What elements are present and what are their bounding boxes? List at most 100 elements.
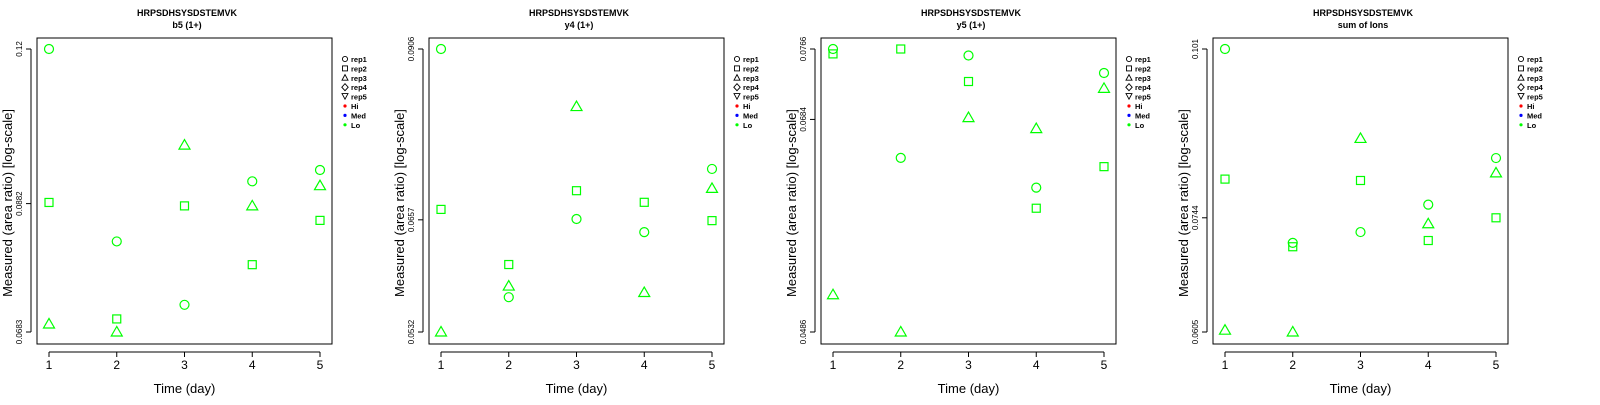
data-point-rep1 xyxy=(1490,152,1502,164)
legend-label: rep3 xyxy=(1527,74,1543,83)
data-point-rep3 xyxy=(1421,217,1435,229)
data-point-rep1 xyxy=(1098,67,1110,79)
legend-dot-hi xyxy=(1127,104,1131,108)
legend-label: rep4 xyxy=(1135,83,1152,92)
x-tick-label: 4 xyxy=(249,358,256,372)
legend-dot-med xyxy=(735,113,739,117)
plot-area xyxy=(1212,37,1509,345)
data-point-rep3 xyxy=(1489,166,1503,178)
legend-label: rep3 xyxy=(351,74,367,83)
legend-label: rep2 xyxy=(1527,64,1543,73)
x-tick-label: 2 xyxy=(897,358,904,372)
x-tick-label: 3 xyxy=(573,358,580,372)
legend-label: Med xyxy=(743,111,758,120)
legend-label: rep2 xyxy=(1135,64,1151,73)
series-rep1 xyxy=(1219,43,1502,248)
legend-label: Lo xyxy=(1135,121,1145,130)
legend-label: Hi xyxy=(351,102,359,111)
x-tick-label: 3 xyxy=(1357,358,1364,372)
legend-label: rep5 xyxy=(1527,93,1543,102)
data-point-rep3 xyxy=(1353,131,1368,144)
legend-label: rep4 xyxy=(351,83,368,92)
y-axis-label: Measured (area ratio) [log-scale] xyxy=(392,109,407,297)
legend-label: rep5 xyxy=(351,93,367,102)
series-rep2 xyxy=(44,197,325,324)
x-tick-label: 3 xyxy=(181,358,188,372)
x-tick-label: 5 xyxy=(317,358,324,372)
data-point-rep2 xyxy=(247,260,257,270)
data-point-rep1 xyxy=(827,43,839,55)
data-point-rep2 xyxy=(179,201,190,211)
legend-symbol-diamond xyxy=(341,83,349,92)
y-tick-label: 0.0684 xyxy=(799,107,808,132)
y-tick-label: 0.0683 xyxy=(15,319,24,344)
data-point-rep3 xyxy=(705,181,719,194)
y-tick-label: 0.101 xyxy=(1191,38,1200,59)
legend-label: Hi xyxy=(1527,102,1535,111)
legend-label: Med xyxy=(1135,111,1150,120)
legend-label: Lo xyxy=(351,121,361,130)
data-point-rep3 xyxy=(245,199,259,211)
data-point-rep2 xyxy=(1491,213,1501,223)
y-tick-label: 0.0882 xyxy=(15,191,24,216)
data-point-rep2 xyxy=(571,186,582,196)
data-point-rep1 xyxy=(895,152,906,163)
x-axis-label: Time (day) xyxy=(154,381,216,396)
legend-label: Med xyxy=(351,111,366,120)
data-point-rep2 xyxy=(963,76,974,87)
data-point-rep1 xyxy=(247,176,258,187)
x-tick-label: 5 xyxy=(1493,358,1500,372)
legend-symbol-diamond xyxy=(733,83,741,92)
y-axis-label: Measured (area ratio) [log-scale] xyxy=(1176,109,1191,297)
y-tick-label: 0.0906 xyxy=(407,36,416,61)
legend-symbol-square xyxy=(734,65,740,72)
data-point-rep2 xyxy=(1220,174,1230,184)
series-rep1 xyxy=(435,43,718,303)
series-rep1 xyxy=(43,43,326,310)
data-point-rep2 xyxy=(896,44,906,54)
legend-dot-hi xyxy=(735,104,739,108)
series-rep3 xyxy=(42,138,327,337)
y-tick-label: 0.0766 xyxy=(799,36,808,61)
series-rep3 xyxy=(1218,131,1503,337)
legend-label: Hi xyxy=(1135,102,1143,111)
data-point-rep3 xyxy=(177,138,192,150)
legend-symbol-diamond xyxy=(1125,83,1133,92)
data-point-rep1 xyxy=(111,236,122,247)
legend-dot-lo xyxy=(735,123,739,127)
chart-subtitle: sum of Ions xyxy=(1338,20,1389,30)
legend-symbol-circle xyxy=(1125,55,1133,63)
legend-label: rep1 xyxy=(1527,55,1543,64)
data-point-rep2 xyxy=(436,204,446,215)
data-point-rep1 xyxy=(1355,226,1366,238)
x-tick-label: 1 xyxy=(438,358,445,372)
data-point-rep2 xyxy=(1288,242,1298,252)
legend-label: rep4 xyxy=(1527,83,1544,92)
legend-symbol-triangle-down xyxy=(341,93,349,101)
data-point-rep1 xyxy=(706,163,718,175)
series-rep3 xyxy=(826,81,1111,337)
chart-subtitle: y4 (1+) xyxy=(565,20,594,30)
legend-symbol-circle xyxy=(733,55,741,63)
legend-symbol-square xyxy=(342,65,348,72)
x-axis-label: Time (day) xyxy=(546,381,608,396)
legend-label: rep3 xyxy=(1135,74,1151,83)
data-point-rep2 xyxy=(828,49,838,59)
legend-label: rep3 xyxy=(743,74,759,83)
plot-area xyxy=(820,37,1117,345)
y-axis-label: Measured (area ratio) [log-scale] xyxy=(0,109,15,297)
chart-panel-3: HRPSDHSYSDSTEMVK y5 (1+) 1 2 3 4 5 Time (day) 0.… xyxy=(784,8,1152,396)
data-point-rep1 xyxy=(1031,182,1042,193)
legend-label: Lo xyxy=(743,121,753,130)
x-tick-label: 2 xyxy=(505,358,512,372)
x-tick-label: 1 xyxy=(830,358,837,372)
series-rep2 xyxy=(828,44,1109,213)
legend-symbol-diamond xyxy=(1517,83,1525,92)
legend-label: Lo xyxy=(1527,121,1537,130)
chart-panel-2: HRPSDHSYSDSTEMVK y4 (1+) 1 2 3 4 5 Time (day) 0.… xyxy=(392,8,760,396)
chart-panel-1: HRPSDHSYSDSTEMVK b5 (1+) 1 2 3 4 5 Time (day) 0.… xyxy=(0,8,368,396)
legend-symbol-square xyxy=(1518,65,1524,72)
y-tick-label: 0.0605 xyxy=(1191,319,1200,344)
